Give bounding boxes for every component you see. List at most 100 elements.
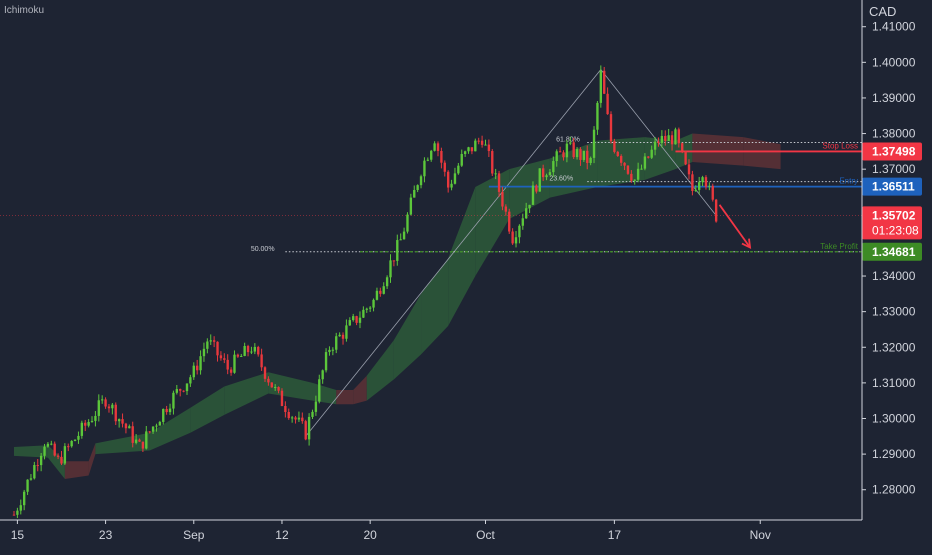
price-tick-label: 1.37000 bbox=[872, 162, 916, 176]
candle-up bbox=[555, 151, 558, 162]
candle-up bbox=[19, 505, 22, 511]
drawing-layer: 61.80% 23.60% 50.00% Stop Loss Entry Take Pro… bbox=[0, 69, 862, 437]
candle-down bbox=[480, 140, 484, 145]
current-price-label: 1.35702 bbox=[872, 208, 916, 222]
candle-down bbox=[277, 387, 280, 391]
candle-down bbox=[131, 426, 134, 443]
candle-up bbox=[389, 260, 392, 278]
candle-down bbox=[684, 151, 687, 165]
candle-down bbox=[619, 156, 623, 163]
time-tick-label: Oct bbox=[476, 528, 495, 542]
candle-down bbox=[179, 389, 182, 391]
price-tick-label: 1.33000 bbox=[872, 305, 916, 319]
candle-down bbox=[226, 359, 229, 370]
candle-up bbox=[565, 143, 569, 158]
candle-up bbox=[423, 160, 426, 177]
level-price-label: 1.36511 bbox=[872, 180, 915, 194]
candle-down bbox=[267, 378, 270, 383]
candle-down bbox=[229, 369, 233, 373]
candle-down bbox=[487, 144, 491, 152]
candle-down bbox=[497, 173, 501, 192]
candle-down bbox=[236, 354, 240, 357]
candle-up bbox=[382, 286, 385, 294]
level-name-label: Entry bbox=[839, 177, 858, 186]
price-tick-label: 1.28000 bbox=[872, 483, 916, 497]
target-arrow bbox=[718, 204, 751, 249]
candle-down bbox=[270, 382, 273, 388]
candle-down bbox=[216, 341, 219, 356]
candle-down bbox=[195, 365, 199, 371]
candle-up bbox=[538, 168, 541, 192]
target-arrow-head bbox=[741, 238, 752, 250]
candle-up bbox=[701, 177, 704, 183]
candle-up bbox=[318, 379, 321, 402]
candle-up bbox=[426, 159, 430, 161]
candle-up bbox=[640, 168, 643, 170]
candle-down bbox=[664, 135, 667, 141]
candle-up bbox=[545, 175, 548, 178]
candle-up bbox=[674, 129, 677, 145]
candle-up bbox=[22, 491, 26, 506]
candle-up bbox=[453, 173, 457, 184]
candle-down bbox=[613, 141, 616, 152]
candle-up bbox=[90, 420, 94, 422]
cloud-segment bbox=[353, 375, 367, 405]
candle-up bbox=[50, 443, 53, 445]
candle-down bbox=[511, 231, 514, 244]
candle-up bbox=[413, 190, 416, 198]
candle-up bbox=[660, 135, 664, 144]
candle-up bbox=[94, 415, 97, 421]
candle-up bbox=[525, 208, 528, 219]
candle-up bbox=[331, 349, 335, 351]
candle-up bbox=[399, 239, 402, 241]
candle-down bbox=[280, 390, 284, 407]
candle-up bbox=[29, 478, 33, 480]
candle-up bbox=[233, 354, 236, 373]
candle-up bbox=[26, 479, 29, 492]
candle-up bbox=[101, 399, 104, 401]
candle-up bbox=[172, 392, 175, 409]
cloud-segment bbox=[149, 407, 191, 451]
candle-up bbox=[650, 149, 653, 158]
candle-up bbox=[168, 408, 172, 413]
candle-down bbox=[182, 390, 185, 392]
candle-up bbox=[633, 179, 636, 181]
candle-up bbox=[162, 408, 165, 422]
candle-up bbox=[297, 417, 301, 420]
cloud-segment bbox=[224, 372, 269, 415]
candle-down bbox=[501, 191, 504, 207]
candle-down bbox=[687, 164, 691, 175]
candle-down bbox=[260, 354, 263, 368]
candle-up bbox=[151, 426, 155, 432]
candle-down bbox=[630, 173, 633, 181]
candle-down bbox=[504, 206, 508, 212]
cloud-segment bbox=[88, 443, 96, 476]
candle-up bbox=[596, 102, 599, 130]
candle-up bbox=[348, 320, 351, 326]
candle-up bbox=[697, 182, 701, 190]
price-tick-label: 1.40000 bbox=[872, 55, 916, 69]
price-tick-label: 1.29000 bbox=[872, 447, 916, 461]
level-name-label: Take Profit bbox=[820, 242, 859, 251]
candle-up bbox=[494, 173, 497, 175]
candle-down bbox=[647, 156, 650, 158]
cloud-segment bbox=[190, 386, 225, 433]
price-tick-label: 1.31000 bbox=[872, 376, 916, 390]
candle-up bbox=[433, 143, 436, 151]
candle-down bbox=[579, 149, 582, 160]
candle-up bbox=[87, 421, 90, 426]
fib-level-label: 50.00% bbox=[251, 246, 275, 253]
candle-up bbox=[290, 417, 294, 419]
candle-down bbox=[586, 150, 589, 163]
candle-up bbox=[134, 439, 138, 443]
candle-down bbox=[714, 199, 718, 222]
candle-down bbox=[623, 162, 626, 166]
candle-up bbox=[206, 341, 209, 349]
candle-up bbox=[372, 299, 375, 308]
candle-down bbox=[541, 168, 545, 178]
candle-up bbox=[158, 421, 162, 426]
candle-down bbox=[124, 423, 128, 429]
